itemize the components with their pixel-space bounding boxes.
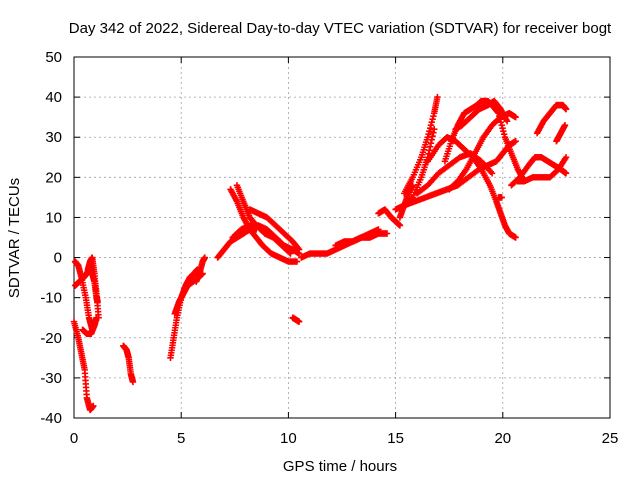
series-arc-27 xyxy=(452,97,511,133)
axis-ticks: 0 5 10 15 20 25 -40 -30 -20 -10 0 10 20 30 40 50 xyxy=(40,49,618,447)
y-tick-label: 30 xyxy=(45,129,62,146)
data-point xyxy=(90,402,97,410)
series-arc-18 xyxy=(375,206,404,229)
series-arc-28 xyxy=(495,194,505,201)
y-axis-label: SDTVAR / TECUs xyxy=(6,178,23,298)
series-arc-30 xyxy=(514,154,570,185)
data-point xyxy=(430,112,437,120)
series-arc-17 xyxy=(332,230,391,249)
data-point xyxy=(426,143,434,150)
x-tick-label: 20 xyxy=(494,430,511,447)
data-point xyxy=(429,133,436,140)
series-arc-2 xyxy=(71,258,96,333)
plot-border xyxy=(73,56,611,419)
y-tick-label: 40 xyxy=(45,89,62,106)
series-arc-31 xyxy=(533,101,570,137)
y-tick-label: -40 xyxy=(40,410,62,427)
y-tick-label: 50 xyxy=(45,49,62,66)
chart-title: Day 342 of 2022, Sidereal Day-to-day VTE… xyxy=(69,20,612,37)
data-point xyxy=(426,124,434,132)
data-point xyxy=(512,138,519,145)
y-tick-label: -10 xyxy=(40,290,62,307)
x-tick-label: 25 xyxy=(602,430,619,447)
data-point xyxy=(498,121,505,129)
data-point xyxy=(488,170,496,177)
x-axis-label: GPS time / hours xyxy=(283,458,397,475)
y-tick-label: 20 xyxy=(45,169,62,186)
series-arc-9 xyxy=(193,254,208,285)
series-arc-5 xyxy=(79,314,100,337)
data-point xyxy=(295,318,303,325)
x-tick-label: 0 xyxy=(70,430,78,447)
data-point xyxy=(295,246,303,253)
y-tick-label: 10 xyxy=(45,209,62,226)
data-point xyxy=(500,131,508,138)
data-point xyxy=(562,105,570,113)
data-point xyxy=(426,128,433,135)
series-arc-1 xyxy=(70,318,97,414)
data-point xyxy=(427,121,435,129)
series-arc-6 xyxy=(120,342,137,386)
data-point xyxy=(430,126,438,133)
data-point xyxy=(201,254,208,261)
data-point xyxy=(93,314,100,321)
x-tick-label: 5 xyxy=(177,430,185,447)
series-arc-14 xyxy=(246,206,303,253)
data-point xyxy=(383,230,391,237)
series-arc-15 xyxy=(289,314,303,325)
series-arc-20 xyxy=(400,93,441,197)
data-point xyxy=(428,118,435,126)
data-point xyxy=(498,194,505,201)
data-point xyxy=(512,234,519,241)
y-tick-label: -20 xyxy=(40,330,62,347)
data-point xyxy=(434,93,441,101)
data-point xyxy=(512,113,519,121)
x-tick-label: 10 xyxy=(280,430,297,447)
data-point xyxy=(129,378,137,386)
data-point xyxy=(293,258,301,265)
series-arc-24 xyxy=(424,134,519,241)
series-arc-32 xyxy=(553,121,569,145)
data-point xyxy=(409,182,416,189)
series-arc-13 xyxy=(229,222,303,257)
data-point xyxy=(295,245,302,252)
data-point xyxy=(562,170,570,177)
y-tick-label: -30 xyxy=(40,370,62,387)
data-point xyxy=(499,124,506,132)
data-point xyxy=(427,140,435,147)
data-points xyxy=(70,93,570,414)
data-point xyxy=(562,154,570,161)
data-point xyxy=(430,129,437,136)
y-tick-label: 0 xyxy=(54,250,62,267)
data-point xyxy=(425,131,432,138)
data-point xyxy=(429,115,436,123)
data-point xyxy=(503,117,511,125)
data-point xyxy=(396,222,404,229)
data-point xyxy=(424,134,431,141)
data-point xyxy=(500,128,507,135)
data-point xyxy=(426,147,433,154)
x-tick-label: 15 xyxy=(387,430,404,447)
data-point xyxy=(561,121,569,129)
series-arc-11 xyxy=(227,186,301,265)
